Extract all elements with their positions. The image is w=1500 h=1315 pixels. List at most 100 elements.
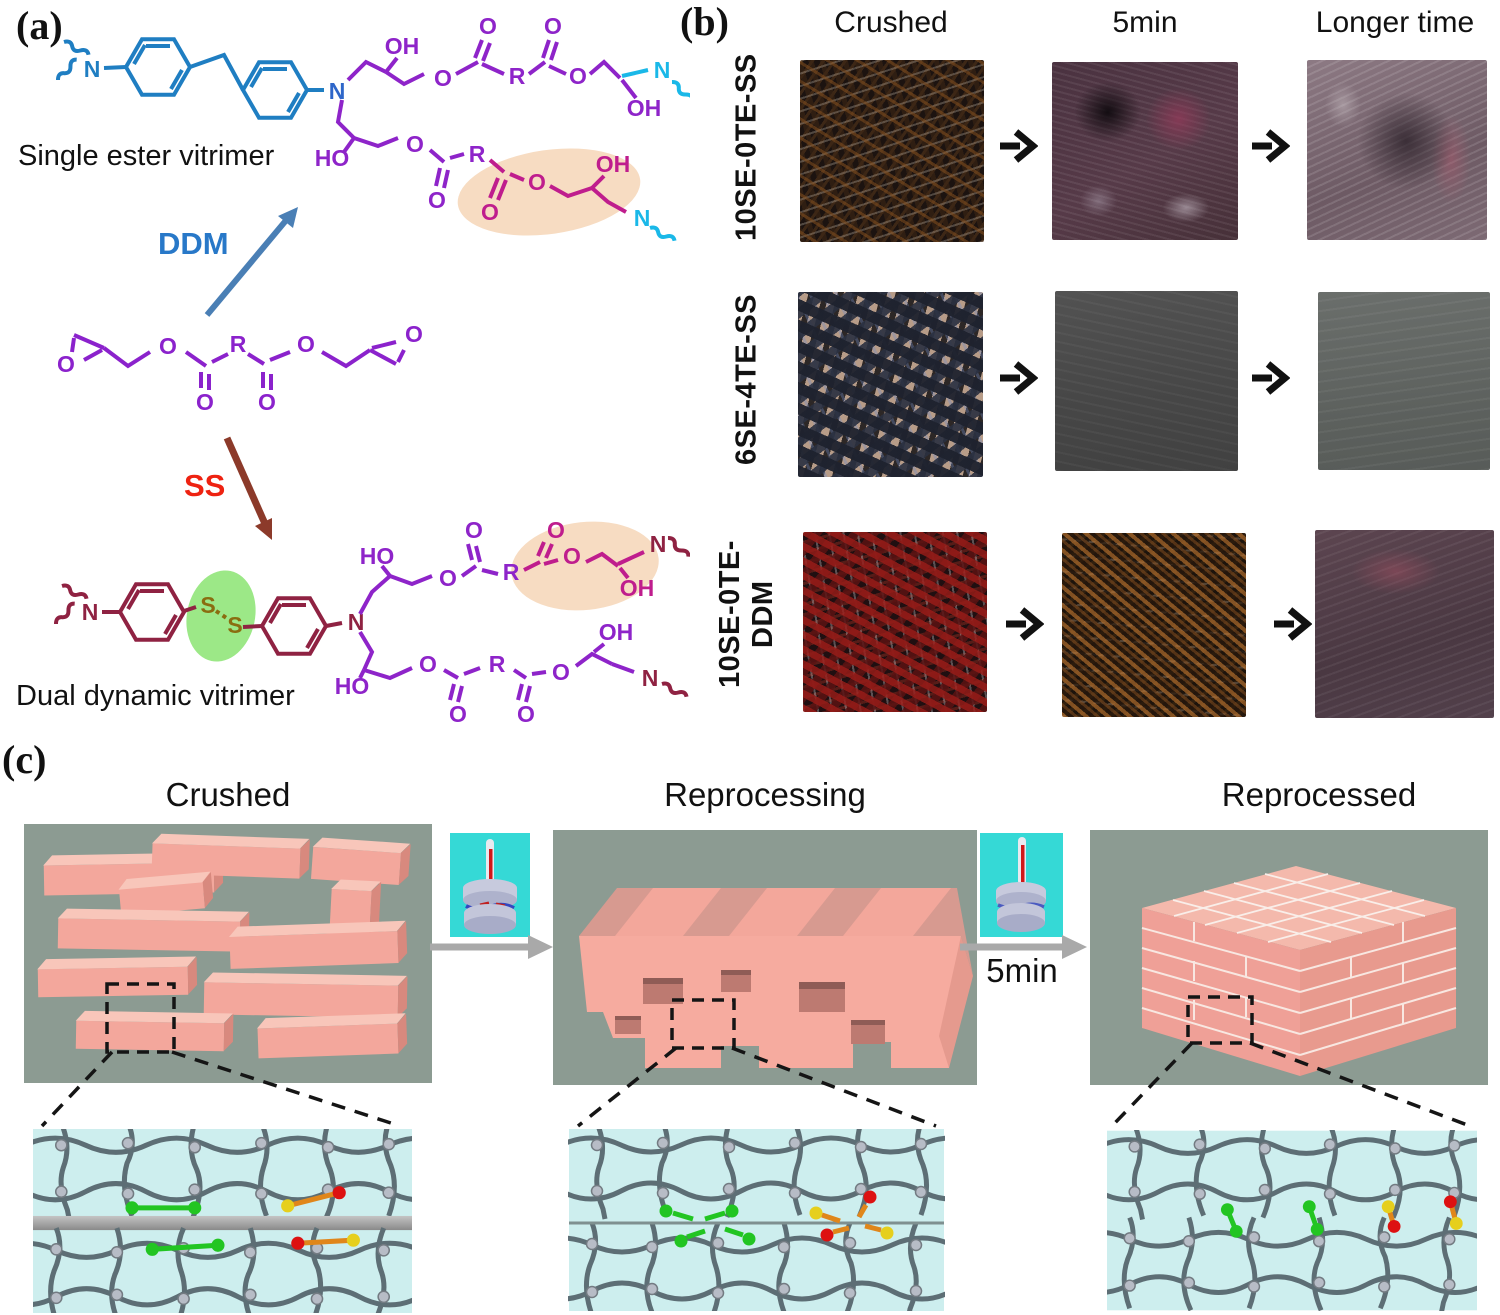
photo-10se-0te-ddm-5min xyxy=(1062,533,1246,717)
atom-o: O xyxy=(419,651,437,677)
arrow-right-icon xyxy=(1000,129,1038,163)
scene-reprocessing xyxy=(553,830,977,1085)
atom-oh: OH xyxy=(627,95,662,121)
top-chain-amine-end-2 xyxy=(648,220,678,248)
atom-ho: HO xyxy=(335,673,370,699)
photo-6se-4te-ss-longer xyxy=(1318,292,1490,470)
row-label-6se-4te-ss: 6SE-4TE-SS xyxy=(730,294,763,465)
atom-oh: OH xyxy=(385,33,420,59)
ddm-route-label: DDM xyxy=(158,226,229,261)
atom-n: N xyxy=(82,599,99,625)
diepoxide-skeleton xyxy=(70,333,406,390)
process-arrow-icon xyxy=(430,935,553,959)
atom-n: N xyxy=(348,609,365,635)
top-chain-lower xyxy=(335,99,465,189)
disulfide-aromatic-skeleton xyxy=(49,531,690,704)
brick xyxy=(57,918,241,952)
atom-o: O xyxy=(297,331,315,357)
atom-o: O xyxy=(196,389,214,415)
arrow-right-icon xyxy=(1006,607,1044,641)
atom-o: O xyxy=(544,13,562,39)
crack-gap xyxy=(33,1215,412,1231)
arrow-right-icon xyxy=(1252,361,1290,395)
row-label-10se-0te-ss: 10SE-0TE-SS xyxy=(730,53,763,242)
scene-crushed xyxy=(24,824,432,1083)
process-arrow-icon xyxy=(960,935,1087,959)
atom-r: R xyxy=(509,63,526,89)
photo-6se-4te-ss-5min xyxy=(1055,291,1238,471)
atom-o: O xyxy=(517,701,535,727)
photo-10se-0te-ss-longer xyxy=(1307,60,1487,240)
network-reprocessed xyxy=(1107,1130,1477,1311)
brick xyxy=(257,1023,399,1059)
atom-oh: OH xyxy=(596,151,631,177)
panel-c-tag: (c) xyxy=(2,737,47,782)
atom-o: O xyxy=(159,333,177,359)
ss-arrow xyxy=(223,436,272,540)
atom-ho: HO xyxy=(315,145,350,171)
arrow-right-icon xyxy=(1252,129,1290,163)
network-crushed xyxy=(33,1129,412,1313)
top-chain-upper xyxy=(346,39,638,100)
atom-r: R xyxy=(489,651,506,677)
reprocessing-mass xyxy=(579,888,973,1068)
atom-o: O xyxy=(563,543,581,569)
cube-top-grid xyxy=(1172,873,1426,943)
atom-o: O xyxy=(258,389,276,415)
ester-highlight-bottom xyxy=(511,521,659,611)
atom-o: O xyxy=(552,659,570,685)
row-label-10se-0te-ddm: 10SE-0TE-DDM xyxy=(714,540,779,688)
photo-10se-0te-ss-5min xyxy=(1052,62,1238,240)
atom-o: O xyxy=(465,517,483,543)
atom-n: N xyxy=(650,531,667,557)
atom-o: O xyxy=(547,517,565,543)
atom-oh: OH xyxy=(620,575,655,601)
atom-o: O xyxy=(439,565,457,591)
photo-10se-0te-ddm-longer xyxy=(1315,530,1494,718)
stage-title-reprocessing: Reprocessing xyxy=(664,776,866,813)
atom-s: S xyxy=(227,612,242,638)
arrow-right-icon xyxy=(1000,361,1038,395)
stage-title-reprocessed: Reprocessed xyxy=(1221,776,1417,813)
atom-o: O xyxy=(434,65,452,91)
atom-r: R xyxy=(503,559,520,585)
top-chain-amine-end xyxy=(621,68,690,107)
dynamic-bonds xyxy=(125,1186,360,1256)
atom-r: R xyxy=(230,331,247,357)
atom-n: N xyxy=(84,56,101,82)
arrow-right-icon xyxy=(1274,607,1312,641)
atom-o: O xyxy=(406,131,424,157)
atom-ho: HO xyxy=(360,543,395,569)
top-chain-ester-in-ellipse xyxy=(488,158,627,214)
photo-10se-0te-ddm-crushed xyxy=(803,532,987,712)
exchanging-bonds xyxy=(659,1190,894,1248)
atom-s: S xyxy=(200,592,215,618)
atom-o: O xyxy=(569,63,587,89)
ddm-aromatic-skeleton xyxy=(51,34,324,120)
atom-o: O xyxy=(449,701,467,727)
bottom-chain-lower xyxy=(358,630,635,703)
brick-cube xyxy=(1141,866,1457,1076)
atom-o: O xyxy=(405,321,423,347)
single-ester-vitrimer-label: Single ester vitrimer xyxy=(18,140,275,172)
dual-dynamic-vitrimer-label: Dual dynamic vitrimer xyxy=(16,680,295,712)
atom-r: R xyxy=(469,141,486,167)
column-header-longer-time: Longer time xyxy=(1315,6,1475,39)
atom-o: O xyxy=(57,351,75,377)
brick xyxy=(229,931,399,969)
ddm-arrow xyxy=(204,207,298,317)
network-reprocessing xyxy=(568,1129,945,1311)
column-header-crushed: Crushed xyxy=(834,6,948,39)
process-time-label: 5min xyxy=(986,952,1058,989)
atom-n: N xyxy=(634,205,651,231)
atom-n: N xyxy=(642,665,659,691)
ss-route-label: SS xyxy=(184,468,226,503)
photo-10se-0te-ss-crushed xyxy=(800,60,984,242)
bottom-chain-ester-in-ellipse xyxy=(523,541,645,580)
column-header-5min: 5min xyxy=(1112,6,1178,39)
disulfide-highlight xyxy=(186,570,256,662)
s-s-bond xyxy=(214,609,230,621)
cube-right-bricks xyxy=(1299,922,1457,1056)
atom-oh: OH xyxy=(599,619,634,645)
